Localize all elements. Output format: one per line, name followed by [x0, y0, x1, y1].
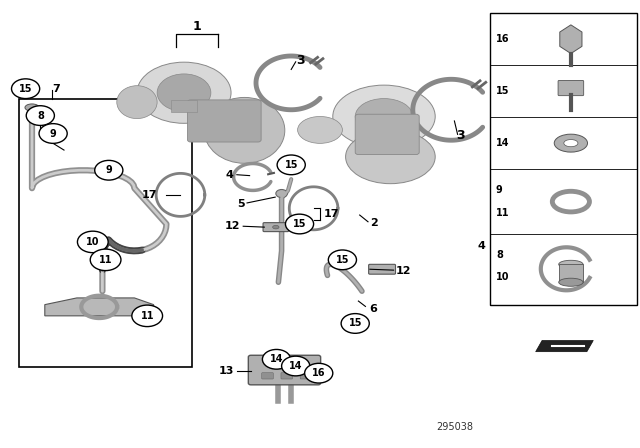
Ellipse shape	[333, 85, 435, 148]
Circle shape	[132, 305, 163, 327]
Ellipse shape	[137, 62, 231, 123]
Text: 8: 8	[37, 111, 44, 121]
Bar	[19, 99, 192, 367]
Text: 15: 15	[19, 84, 33, 94]
Text: 14: 14	[289, 361, 303, 371]
Text: 9: 9	[106, 165, 112, 175]
Bar	[559, 264, 583, 282]
Circle shape	[285, 214, 314, 234]
Text: 5: 5	[237, 199, 244, 209]
FancyBboxPatch shape	[558, 81, 584, 96]
Circle shape	[12, 79, 40, 99]
Text: 11: 11	[140, 311, 154, 321]
Text: 17: 17	[142, 190, 157, 200]
Ellipse shape	[273, 225, 279, 229]
Circle shape	[277, 155, 305, 175]
Polygon shape	[560, 25, 582, 54]
Bar	[490, 13, 637, 305]
Ellipse shape	[554, 134, 588, 152]
FancyBboxPatch shape	[369, 264, 396, 274]
Ellipse shape	[204, 98, 285, 164]
FancyBboxPatch shape	[262, 373, 273, 379]
Ellipse shape	[564, 140, 578, 147]
Text: 10: 10	[496, 272, 509, 282]
Ellipse shape	[157, 74, 211, 112]
Text: 15: 15	[348, 319, 362, 328]
Text: 15: 15	[292, 219, 307, 229]
Ellipse shape	[346, 130, 435, 184]
Text: 1: 1	[193, 20, 202, 34]
Text: 10: 10	[86, 237, 100, 247]
Text: 15: 15	[335, 255, 349, 265]
Text: 14: 14	[496, 138, 509, 148]
Circle shape	[95, 160, 123, 180]
FancyBboxPatch shape	[248, 355, 321, 385]
Text: 4: 4	[226, 170, 234, 180]
Text: 8: 8	[496, 250, 503, 260]
Circle shape	[262, 349, 291, 369]
Text: 15: 15	[284, 160, 298, 170]
Text: 14: 14	[269, 354, 284, 364]
Circle shape	[90, 249, 121, 271]
Ellipse shape	[276, 190, 287, 198]
Text: 4: 4	[477, 241, 485, 251]
Text: 16: 16	[496, 34, 509, 44]
Ellipse shape	[117, 86, 157, 119]
Text: 2: 2	[370, 218, 378, 228]
Ellipse shape	[298, 116, 342, 143]
FancyBboxPatch shape	[281, 373, 292, 379]
Circle shape	[39, 124, 67, 143]
Bar	[170, 100, 197, 112]
Text: 13: 13	[218, 366, 234, 376]
Circle shape	[328, 250, 356, 270]
Ellipse shape	[25, 104, 39, 111]
Text: 9: 9	[50, 129, 56, 138]
Text: 15: 15	[496, 86, 509, 96]
Text: 7: 7	[52, 84, 60, 94]
Ellipse shape	[355, 99, 413, 134]
Circle shape	[77, 231, 108, 253]
FancyBboxPatch shape	[263, 223, 289, 232]
Text: 11: 11	[99, 255, 113, 265]
Text: 16: 16	[312, 368, 326, 378]
Polygon shape	[45, 298, 154, 316]
Polygon shape	[536, 340, 593, 352]
Circle shape	[282, 356, 310, 376]
Text: 3: 3	[296, 54, 305, 67]
FancyBboxPatch shape	[188, 100, 261, 142]
FancyBboxPatch shape	[355, 114, 419, 155]
Text: 295038: 295038	[436, 422, 473, 432]
Text: 6: 6	[369, 304, 377, 314]
Circle shape	[341, 314, 369, 333]
Ellipse shape	[559, 260, 583, 268]
Text: 11: 11	[496, 208, 509, 218]
Text: 17: 17	[323, 209, 339, 219]
Text: 12: 12	[396, 266, 412, 276]
Circle shape	[305, 363, 333, 383]
Text: 12: 12	[225, 221, 241, 231]
Text: 3: 3	[456, 129, 465, 142]
Text: 9: 9	[496, 185, 503, 195]
Ellipse shape	[559, 278, 583, 286]
Circle shape	[26, 106, 54, 125]
FancyBboxPatch shape	[300, 373, 312, 379]
